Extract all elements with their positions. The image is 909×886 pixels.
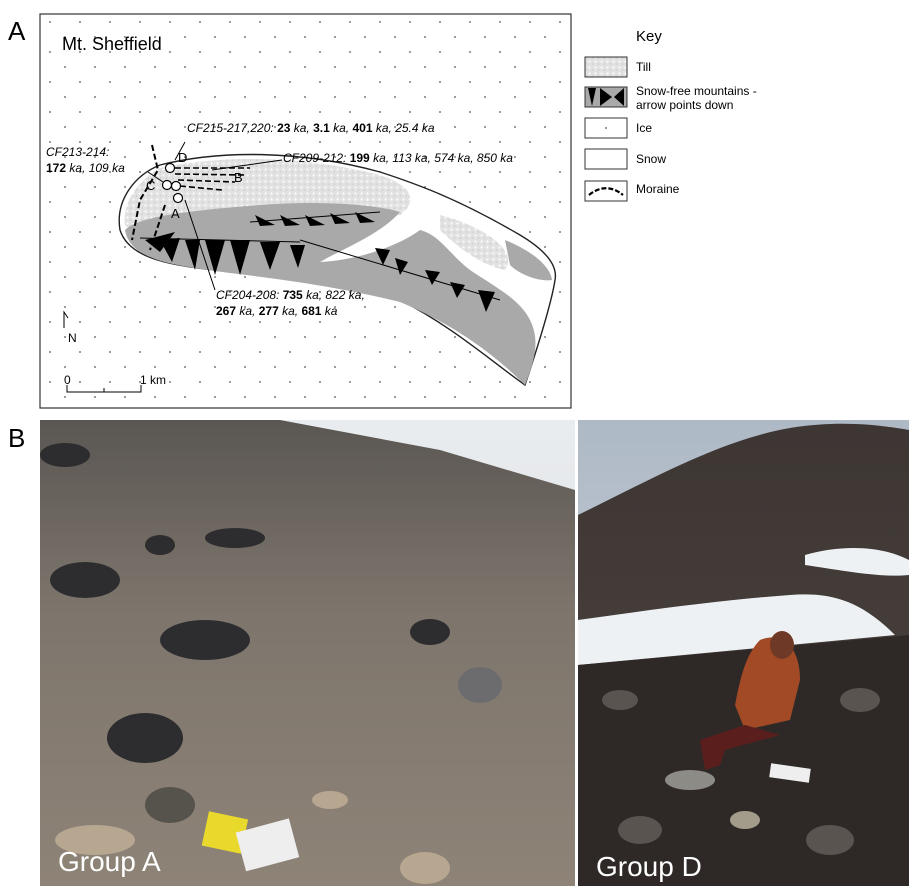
- site-label: B: [234, 170, 243, 185]
- annotation-segment: ka, 113 ka, 574 ka, 850 ka: [370, 151, 514, 165]
- key-label: Moraine: [636, 182, 680, 196]
- annotation-segment: ka, 822 ka,: [303, 288, 365, 302]
- age-annotation: CF213-214:: [46, 145, 109, 159]
- photo-group-d: [578, 420, 909, 886]
- photo-caption: Group A: [58, 846, 161, 877]
- annotation-segment: 277: [259, 304, 279, 318]
- photo-caption: Group D: [596, 851, 702, 882]
- site-label: C: [146, 178, 155, 193]
- annotation-segment: ka,: [236, 304, 259, 318]
- key-label: Till: [636, 60, 651, 74]
- annotation-segment: 401: [352, 121, 372, 135]
- annotation-segment: 199: [350, 151, 370, 165]
- scale-label: 0: [64, 373, 71, 387]
- annotation-segment: 3.1: [313, 121, 330, 135]
- panel-label: A: [8, 16, 26, 46]
- key-swatch-ice: [605, 127, 607, 129]
- map-title: Mt. Sheffield: [62, 34, 162, 54]
- photo-group-a: [40, 420, 575, 886]
- key-swatch-moraine: [585, 181, 627, 201]
- age-annotation: CF209-212: 199 ka, 113 ka, 574 ka, 850 k…: [283, 151, 513, 165]
- key-title: Key: [636, 28, 662, 45]
- annotation-segment: ka, 25.4 ka: [373, 121, 435, 135]
- age-annotation: 172 ka, 109 ka: [46, 161, 125, 175]
- annotation-segment: CF204-208:: [216, 288, 283, 302]
- age-annotation: 267 ka, 277 ka, 681 ka: [216, 304, 338, 318]
- annotation-segment: ka: [321, 304, 337, 318]
- site-label: D: [178, 150, 187, 165]
- annotation-segment: 735: [283, 288, 303, 302]
- key-label: Ice: [636, 121, 652, 135]
- key-label: Snow: [636, 152, 666, 166]
- annotation-segment: 681: [301, 304, 321, 318]
- annotation-segment: ka,: [290, 121, 313, 135]
- key-label: arrow points down: [636, 98, 733, 112]
- north-label: N: [68, 331, 77, 345]
- age-annotation: CF215-217,220: 23 ka, 3.1 ka, 401 ka, 25…: [187, 121, 435, 135]
- annotation-segment: CF213-214:: [46, 145, 109, 159]
- annotation-segment: CF209-212:: [283, 151, 350, 165]
- annotation-segment: CF215-217,220:: [187, 121, 277, 135]
- annotation-segment: 267: [216, 304, 236, 318]
- annotation-segment: 172: [46, 161, 66, 175]
- scale-label: 1 km: [140, 373, 166, 387]
- annotation-segment: ka,: [279, 304, 302, 318]
- annotation-segment: ka,: [330, 121, 353, 135]
- key-swatch-snow: [585, 149, 627, 169]
- site-label: A: [171, 206, 180, 221]
- age-annotation: CF204-208: 735 ka, 822 ka,: [216, 288, 365, 302]
- key-swatch-till: [585, 57, 627, 77]
- annotation-segment: ka, 109 ka: [66, 161, 125, 175]
- panel-label: B: [8, 423, 25, 453]
- annotation-segment: 23: [277, 121, 291, 135]
- figure: A Mt. Sheffield D B C A CF215-217,220: 23 k…: [0, 0, 909, 886]
- key-label: Snow-free mountains -: [636, 84, 757, 98]
